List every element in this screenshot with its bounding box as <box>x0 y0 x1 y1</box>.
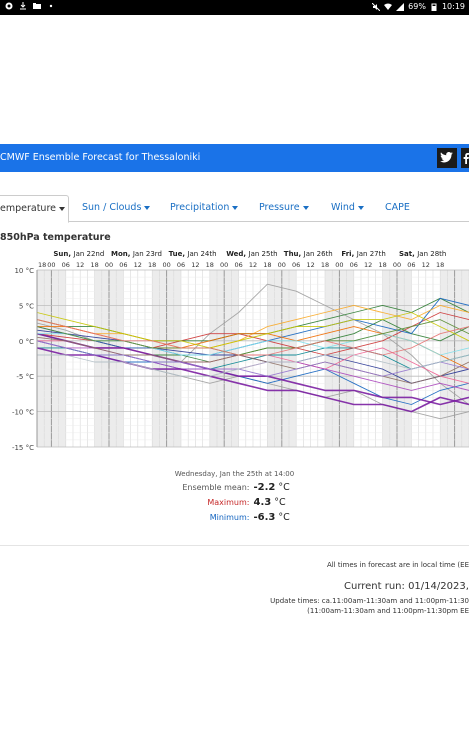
hour-label: 12 <box>249 261 257 269</box>
hour-label: 00 <box>335 261 343 269</box>
ensemble-mean-label: Ensemble mean: <box>182 483 250 492</box>
status-bar: 69% 10:19 <box>0 0 469 15</box>
battery-percent: 69% <box>408 2 426 11</box>
maximum-label: Maximum: <box>207 498 250 507</box>
hour-label: 12 <box>76 261 84 269</box>
hour-label: 18 <box>263 261 271 269</box>
series-line-13 <box>36 347 469 413</box>
download-icon <box>20 2 26 10</box>
hour-label: 00 <box>220 261 228 269</box>
y-tick-label: 0 °C <box>19 338 34 346</box>
dot-icon <box>49 4 53 8</box>
day-label: Tue, Jan 24th <box>169 250 217 258</box>
series-line-14 <box>36 332 469 406</box>
y-tick-label: 10 °C <box>14 267 34 275</box>
day-label: Thu, Jan 26th <box>284 250 333 258</box>
hour-label: 18 <box>90 261 98 269</box>
series-line-15 <box>36 336 469 384</box>
hour-label: 06 <box>407 261 415 269</box>
tab-wind[interactable]: Wind <box>331 195 364 220</box>
update-times-line1: Update times: ca.11:00am-11:30am and 11:… <box>270 597 469 605</box>
tab-cape[interactable]: CAPE <box>385 202 410 213</box>
tab-bar: emperature Sun / Clouds Precipitation Pr… <box>0 195 469 223</box>
maximum-row: Maximum: 4.3 °C <box>0 497 469 508</box>
forecast-header: CMWF Ensemble Forecast for Thessaloniki <box>0 144 469 172</box>
series-line-21 <box>36 319 469 356</box>
day-label: Fri, Jan 27th <box>341 250 385 258</box>
maximum-value: 4.3 <box>253 497 272 508</box>
hour-label: 06 <box>177 261 185 269</box>
hour-label: 06 <box>62 261 70 269</box>
chevron-down-icon <box>59 206 65 211</box>
minimum-unit: °C <box>278 512 290 523</box>
hour-label: 18 <box>436 261 444 269</box>
y-tick-label: -10 °C <box>12 409 34 417</box>
day-label: Sun, Jan 22nd <box>53 250 104 258</box>
update-times-line2: (11:00am-11:30am and 11:00pm-11:30pm EE <box>307 607 469 615</box>
hour-label: 18 <box>38 261 46 269</box>
chevron-down-icon <box>232 205 239 210</box>
series-line-20 <box>37 354 469 377</box>
battery-icon <box>431 3 437 11</box>
ensemble-mean-row: Ensemble mean: -2.2 °C <box>0 482 469 493</box>
temperature-chart[interactable]: 10 °C 5 °C 0 °C -5 °C -10 °C -15 °C Sun, Jan 2… <box>0 245 469 455</box>
chevron-down-icon <box>302 205 309 210</box>
forecast-title: CMWF Ensemble Forecast for Thessaloniki <box>0 152 201 163</box>
chart-title: 850hPa temperature <box>0 232 111 243</box>
wifi-icon <box>384 3 393 10</box>
ensemble-mean-unit: °C <box>278 482 290 493</box>
hour-label: 18 <box>206 261 214 269</box>
folder-icon <box>33 3 41 9</box>
hour-label: 00 <box>105 261 113 269</box>
y-tick-label: -5 °C <box>16 373 34 381</box>
readout-date: Wednesday, Jan the 25th at 14:00 <box>174 470 295 478</box>
hour-label: 00 <box>278 261 286 269</box>
hour-label: 06 <box>350 261 358 269</box>
chevron-down-icon <box>144 205 151 210</box>
hour-label: 00 <box>47 261 55 269</box>
tab-precipitation[interactable]: Precipitation <box>170 195 239 220</box>
minimum-value: -6.3 <box>253 512 276 523</box>
divider <box>0 545 469 546</box>
series-line-18 <box>36 340 469 377</box>
mute-icon <box>372 2 381 11</box>
hour-label: 12 <box>306 261 314 269</box>
hour-label: 12 <box>364 261 372 269</box>
hour-label: 18 <box>378 261 386 269</box>
current-run: Current run: 01/14/2023, 0 <box>344 581 469 592</box>
tab-temperature[interactable]: emperature <box>0 195 69 223</box>
y-tick-label: 5 °C <box>19 302 34 310</box>
day-label: Mon, Jan 23rd <box>111 250 162 258</box>
maximum-unit: °C <box>274 497 286 508</box>
tab-sun-clouds[interactable]: Sun / Clouds <box>82 195 151 220</box>
y-tick-label: -15 °C <box>12 444 34 452</box>
hour-label: 00 <box>162 261 170 269</box>
hour-label: 18 <box>148 261 156 269</box>
chevron-down-icon <box>357 205 364 210</box>
signal-icon <box>396 2 405 11</box>
hour-label: 06 <box>119 261 127 269</box>
hour-label: 00 <box>393 261 401 269</box>
hour-label: 12 <box>422 261 430 269</box>
facebook-icon[interactable] <box>461 148 469 168</box>
series-line-19 <box>36 319 469 356</box>
day-label: Sat, Jan 28th <box>399 250 446 258</box>
hour-label: 18 <box>321 261 329 269</box>
local-time-note: All times in forecast are in local time … <box>326 561 469 569</box>
hour-label: 12 <box>191 261 199 269</box>
minimum-label: Minimum: <box>209 513 250 522</box>
clock: 10:19 <box>441 2 465 11</box>
series-line-16 <box>36 312 469 349</box>
ensemble-mean-value: -2.2 <box>253 482 276 493</box>
minimum-row: Minimum: -6.3 °C <box>0 512 469 523</box>
hour-label: 06 <box>234 261 242 269</box>
tab-pressure[interactable]: Pressure <box>259 195 309 220</box>
twitter-icon[interactable] <box>437 148 457 168</box>
chrome-icon <box>5 2 13 10</box>
hour-label: 06 <box>292 261 300 269</box>
day-label: Wed, Jan 25th <box>226 250 277 258</box>
hour-label: 12 <box>134 261 142 269</box>
